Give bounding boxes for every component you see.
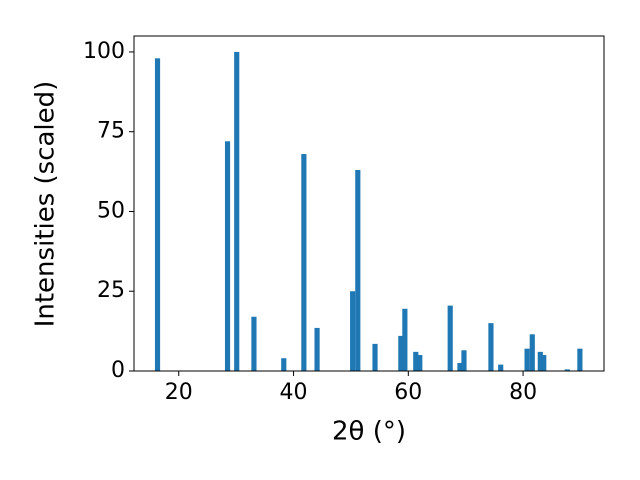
bar [301, 154, 307, 371]
bar [488, 323, 494, 371]
bar [224, 141, 231, 371]
bar [537, 351, 543, 371]
bar [355, 170, 361, 371]
bar [564, 369, 570, 371]
x-tick-label: 40 [280, 380, 308, 405]
y-tick-label: 50 [97, 198, 125, 223]
axes-frame [133, 35, 605, 372]
bar [398, 335, 404, 371]
x-axis-label: 2θ (°) [332, 417, 406, 447]
bar [372, 343, 378, 371]
bar [524, 348, 530, 371]
bar [498, 364, 504, 371]
y-axis-label: Intensities (scaled) [31, 81, 61, 328]
y-tick-label: 75 [97, 119, 125, 144]
bar [281, 358, 287, 371]
plot-area [154, 51, 583, 371]
bar [457, 363, 463, 371]
bar [447, 305, 453, 371]
bar [251, 316, 257, 371]
x-tick-label: 80 [509, 380, 537, 405]
bar [402, 308, 408, 371]
bar [314, 327, 320, 371]
bar [577, 348, 583, 371]
bar [234, 51, 240, 371]
bar [541, 355, 547, 371]
y-tick-label: 25 [97, 278, 125, 303]
y-tick-label: 100 [83, 39, 125, 64]
bar [529, 334, 535, 371]
x-tick-label: 20 [165, 380, 193, 405]
bar [417, 355, 423, 371]
bar [461, 350, 467, 371]
x-tick-label: 60 [394, 380, 422, 405]
y-tick-label: 0 [111, 358, 125, 383]
bar [413, 351, 419, 371]
bar [154, 58, 161, 371]
bar [350, 291, 356, 371]
